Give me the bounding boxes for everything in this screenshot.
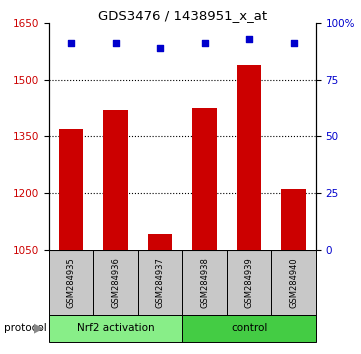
Bar <box>49 250 93 315</box>
Text: control: control <box>231 323 267 333</box>
Text: GSM284939: GSM284939 <box>245 257 253 308</box>
Bar <box>93 250 138 315</box>
Bar <box>227 250 271 315</box>
Bar <box>148 234 172 250</box>
Bar <box>182 250 227 315</box>
Bar <box>192 108 217 250</box>
Title: GDS3476 / 1438951_x_at: GDS3476 / 1438951_x_at <box>98 9 267 22</box>
Bar <box>237 64 261 250</box>
Bar <box>271 250 316 315</box>
Bar <box>281 189 306 250</box>
Bar <box>182 315 316 342</box>
Text: GSM284938: GSM284938 <box>200 257 209 308</box>
Text: GSM284940: GSM284940 <box>289 257 298 308</box>
Bar <box>59 129 83 250</box>
Text: ▶: ▶ <box>34 322 43 335</box>
Text: Nrf2 activation: Nrf2 activation <box>77 323 155 333</box>
Point <box>68 41 74 46</box>
Point <box>157 45 163 51</box>
Point <box>113 41 118 46</box>
Text: GSM284937: GSM284937 <box>156 257 165 308</box>
Point <box>246 36 252 42</box>
Text: GSM284936: GSM284936 <box>111 257 120 308</box>
Bar <box>138 250 182 315</box>
Bar <box>103 110 128 250</box>
Point <box>202 41 208 46</box>
Point <box>291 41 296 46</box>
Text: GSM284935: GSM284935 <box>66 257 75 308</box>
Text: protocol: protocol <box>4 323 46 333</box>
Bar <box>49 315 182 342</box>
